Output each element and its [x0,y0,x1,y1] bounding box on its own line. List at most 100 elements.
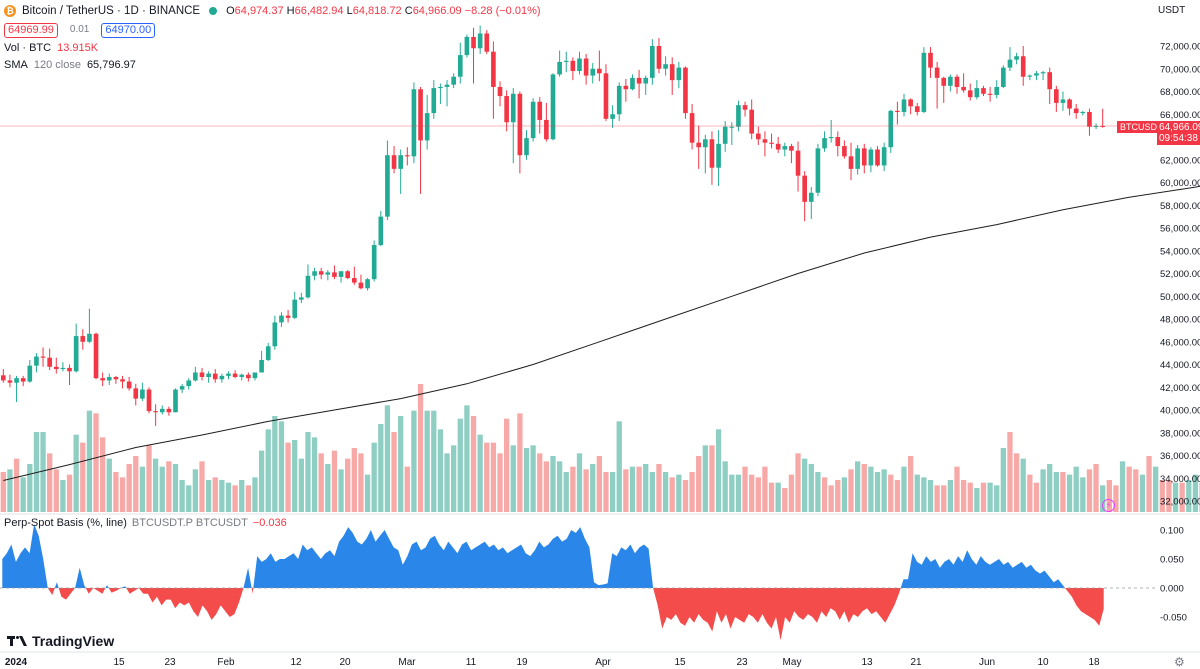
volume-bar [874,472,881,512]
volume-legend[interactable]: Vol · BTC 13.915K [4,42,99,54]
price-scale[interactable]: 72,000.00 70,000.00 68,000.00 66,000.00 62,0… [1160,42,1200,508]
candle-body [590,68,596,76]
candle-body [497,86,503,97]
time-axis[interactable]: 2024 15 23 Feb 12 20 Mar 11 19 Apr 15 23 May 13 21 Jun 1… [5,657,1100,668]
volume-bar [477,434,483,512]
price-tick-label: 68,000.00 [1160,87,1200,98]
volume-bar [139,466,146,512]
basis-tick-label: 0.100 [1160,526,1184,537]
candle-body [881,147,887,166]
volume-bar [1093,464,1099,512]
volume-bar [510,445,516,512]
time-axis-label: 19 [516,657,528,668]
tradingview-logo[interactable]: TradingView [7,633,114,649]
time-axis-label: 12 [290,657,302,668]
volume-bar [709,445,715,512]
candle-body [934,67,940,78]
price-tick-label: 34,000.00 [1160,474,1200,485]
basis-scale[interactable]: 0.100 0.050 0.000 -0.050 [1160,526,1187,624]
volume-bar [556,461,563,512]
volume-bar [1020,458,1026,512]
candle-body [246,374,251,379]
volume-bar [484,442,490,512]
sell-button[interactable]: 64969.99 [4,22,58,38]
volume-bar [338,469,344,512]
volume-bar [272,416,278,512]
candle-body [987,93,993,95]
volume-bar [86,410,93,512]
volume-bar [1139,474,1146,512]
volume-bar [232,485,238,512]
lightning-icon[interactable]: ⚡ [1102,499,1115,512]
volume-bar [960,480,967,512]
volume-bar [417,384,424,512]
volume-bar [179,480,185,512]
candle-body [7,380,13,383]
spread-value: 0.01 [69,24,90,35]
sma-legend[interactable]: SMA 120 close 65,796.97 [4,59,136,71]
candle-body [650,46,655,78]
candle-body [683,67,688,114]
price-tick-label: 54,000.00 [1160,246,1200,257]
volume-bar [775,482,781,512]
time-axis-label: 21 [910,657,922,668]
volume-bar [444,453,450,512]
volume-bar [451,445,457,512]
volume-bar [881,469,887,512]
time-axis-label: 15 [674,657,686,668]
volume-bar [1040,469,1046,512]
volume-bar [782,488,788,512]
candle-body [179,386,185,390]
volume-bar [245,485,252,512]
candle-body [1054,89,1059,103]
volume-bar [1033,482,1040,512]
volume-bar [888,474,894,512]
candle-body [1087,111,1092,127]
volume-bar [623,469,629,512]
volume-bar [795,453,801,512]
volume-bar [894,480,901,512]
candle-body [332,272,337,277]
time-axis-label: Jun [979,657,995,668]
time-axis-label: 13 [861,657,873,668]
volume-bar [947,480,954,512]
candle-body [974,88,980,98]
volume-bar [749,474,755,512]
settings-gear-icon[interactable]: ⚙ [1174,655,1185,669]
volume-bar [252,477,258,512]
volume-bar [702,445,708,512]
basis-legend[interactable]: Perp-Spot Basis (%, line) BTCUSDT.P BTCU… [4,517,287,529]
candle-body [106,377,112,381]
price-tick-label: 50,000.00 [1160,292,1200,303]
volume-bar [0,472,6,512]
volume-bar [821,477,828,512]
candle-body [908,99,913,107]
symbol-title[interactable]: Bitcoin / TetherUS · 1D · BINANCE [22,5,201,17]
volume-bar [80,442,86,512]
candle-body [418,89,423,141]
candle-body [305,275,311,298]
volume-bar [583,469,589,512]
buy-button[interactable]: 64970.00 [101,22,156,38]
candle-body [689,113,695,143]
volume-bar [689,472,695,512]
candle-body [643,77,649,84]
volume-bar [378,424,384,512]
candle-body [451,76,456,85]
candle-body [842,146,847,157]
candle-body [967,90,973,98]
candle-body [471,36,476,49]
volume-bar [285,442,291,512]
volume-bar [152,458,159,512]
volume-bar [497,453,503,512]
candle-body [762,139,768,143]
volume-bar [802,458,808,512]
volume-bar [921,477,927,512]
volume-bar [662,472,669,512]
currency-label[interactable]: USDT [1158,5,1186,16]
candle-body [60,367,66,370]
candle-body [749,109,755,134]
candle-body [411,89,417,157]
candle-body [491,51,496,87]
